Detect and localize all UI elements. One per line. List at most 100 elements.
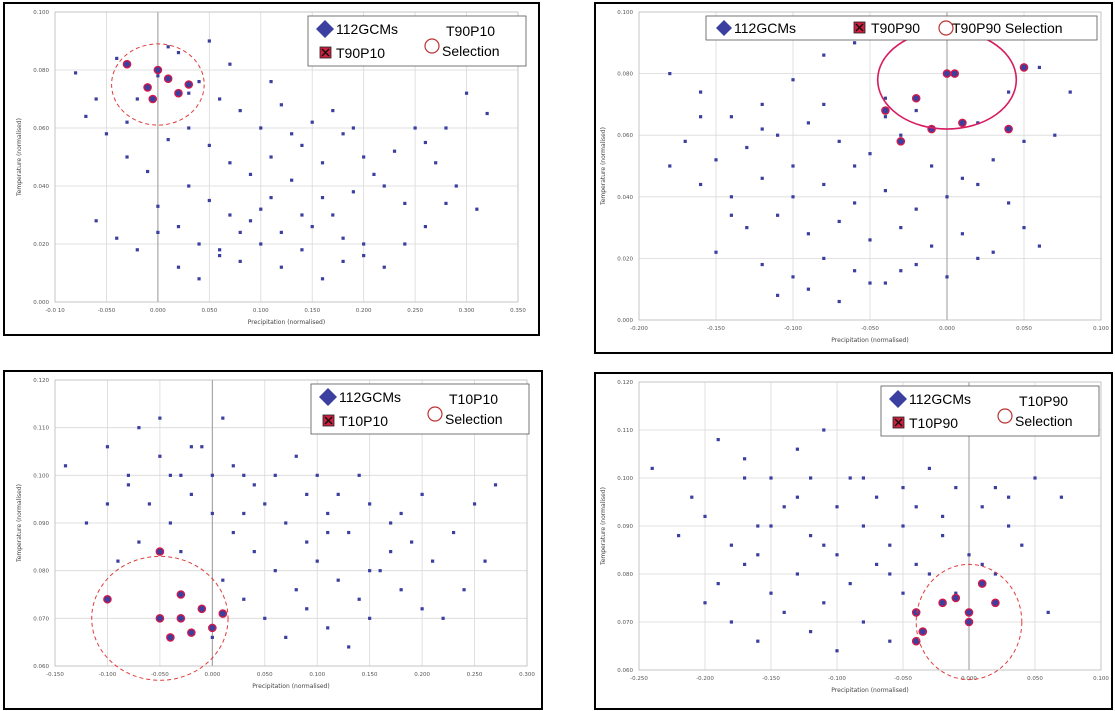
chart-t10p90-ytick-label: 0.120 — [617, 380, 633, 386]
chart-t90p10-ytick-label: 0.040 — [33, 184, 49, 190]
chart-t10p90-gcm-point — [835, 649, 839, 653]
chart-t10p10-gcm-point — [347, 530, 351, 535]
chart-t10p90-gcm-point — [888, 639, 892, 643]
chart-t10p10-gcm-point — [368, 502, 372, 506]
chart-t90p90-gcm-point — [991, 158, 995, 162]
chart-t90p90-gcm-point — [945, 275, 949, 279]
chart-svg-t90p10: -0.0 10 -0.050 0.000 0.050 0.100 0.150 0.200 0.… — [3, 2, 540, 336]
chart-t10p90-gcm-point — [782, 505, 786, 509]
chart-t90p90-legend-selected-label: T90P90 — [871, 20, 920, 36]
chart-t10p90-gcm-point — [941, 534, 945, 538]
chart-t90p10-gcm-point — [362, 155, 366, 159]
chart-t90p10-gcm-point — [135, 248, 139, 252]
chart-t10p10-gcm-point — [221, 578, 225, 582]
chart-t90p90-gcm-point — [699, 90, 703, 94]
chart-t90p10-gcm-point — [94, 97, 98, 101]
chart-t10p90-gcm-point — [809, 534, 813, 538]
chart-t90p90-xtick-label: -0.200 — [630, 326, 648, 332]
chart-t10p10-xtick-label: -0.150 — [46, 672, 64, 678]
chart-t90p10-gcm-point — [300, 143, 304, 147]
chart-t10p10-gcm-point — [210, 473, 214, 477]
chart-t90p90-selected-point — [1004, 124, 1013, 134]
chart-t90p90-legend: 112GCMs T90P90 T90P90 Selection — [705, 15, 1098, 41]
chart-t90p10-legend-circle-label-2: Selection — [442, 43, 500, 59]
chart-t90p10-gcm-point — [238, 109, 242, 113]
chart-t10p10-legend-circle-label: T10P10 — [449, 391, 498, 407]
chart-t10p10-gcm-point — [336, 578, 340, 582]
chart-t90p10-gcm-point — [197, 80, 201, 84]
chart-t10p90-gcm-point — [677, 534, 681, 538]
chart-t90p10-selected-point — [153, 65, 163, 75]
chart-t10p90-gcm-point — [809, 630, 813, 634]
chart-t10p90-gcm-point — [954, 486, 958, 490]
chart-t90p10-selected-point — [163, 74, 173, 83]
chart-t90p90-ytick-label: 0.040 — [617, 195, 633, 201]
chart-t10p10-gcm-point — [158, 416, 162, 420]
chart-t10p90-selected-marker — [911, 636, 921, 646]
chart-t90p10-gcm-point — [125, 155, 129, 159]
chart-t90p90-gcm-point — [868, 152, 872, 156]
chart-t90p90-gcm-point — [868, 238, 872, 242]
chart-t10p90-gcm-point — [861, 476, 865, 480]
chart-t10p10-gcm-point — [315, 473, 319, 477]
chart-t10p10-selected-marker — [155, 547, 165, 556]
chart-t10p90-xaxis-title: Precipitation (normalised) — [831, 687, 908, 694]
chart-t10p90-gcm-point — [743, 476, 747, 480]
chart-t90p90-selected-point — [1019, 63, 1029, 72]
chart-t90p10-selection-circle — [111, 43, 205, 126]
chart-t10p10-gcm-point — [63, 464, 68, 468]
chart-t10p90-ytick-label: 0.110 — [617, 428, 633, 434]
chart-t10p90-gcm-point — [835, 553, 839, 557]
chart-t90p10-gcm-point — [423, 140, 427, 145]
chart-t10p10-gcm-point — [231, 530, 235, 535]
chart-t90p10-gcm-point — [279, 265, 283, 269]
chart-t10p10-selected-marker — [218, 609, 228, 618]
chart-t10p10-legend-selected-x — [324, 416, 333, 425]
chart-t90p90-selected-marker — [896, 137, 906, 146]
chart-t10p90-selected-point — [964, 608, 974, 617]
chart-t10p90-gcm-point — [848, 476, 852, 480]
chart-t90p10-ytick-label: 0.000 — [33, 300, 49, 306]
chart-t90p90-gcm-point — [1007, 90, 1011, 94]
chart-t90p90-gcm-point — [776, 133, 780, 137]
chart-t90p90-gcm-point — [760, 127, 764, 131]
chart-t10p90-gcm-point — [743, 562, 747, 566]
chart-t90p10-legend-circle-marker — [424, 38, 440, 54]
chart-t90p90-gcm-point — [822, 182, 826, 187]
chart-t90p10-gcm-point — [166, 45, 170, 49]
chart-t90p10-gcm-point — [269, 80, 273, 84]
chart-t10p10-gcm-point — [493, 483, 498, 487]
chart-t10p90-gcm-point — [1020, 543, 1024, 547]
chart-t90p10-gcm-point — [146, 169, 150, 174]
chart-t90p10-legend-gcm-label: 112GCMs — [336, 21, 398, 37]
chart-t90p90-gcm-point — [960, 232, 964, 236]
chart-t10p10-xtick-label: 0.050 — [257, 672, 273, 678]
chart-t10p90-legend-selected-label: T10P90 — [909, 415, 958, 431]
chart-t90p10-gcm-point — [238, 259, 242, 263]
chart-t90p90-selected-point — [942, 69, 952, 78]
chart-t10p90-selected-marker — [964, 608, 974, 617]
chart-t90p10-gcm-point — [341, 236, 345, 240]
chart-t10p10-gcm-point — [126, 473, 131, 477]
chart-t90p90-gcm-point — [714, 158, 718, 162]
chart-t10p10-legend: 112GCMs T10P10 T10P10 Selection — [310, 383, 530, 435]
chart-t90p90-gcm-point — [960, 176, 964, 180]
chart-t10p10-gcm-point — [263, 502, 267, 506]
chart-t90p90-selected-marker — [881, 106, 890, 115]
chart-t10p10-gcm-point — [399, 511, 403, 516]
chart-t10p90-ytick-label: 0.070 — [617, 620, 633, 626]
chart-t10p90-gcm-point — [927, 572, 931, 576]
chart-t10p10-ytick-label: 0.100 — [33, 473, 49, 479]
chart-t10p10-legend-gcm-label: 112GCMs — [339, 389, 401, 405]
chart-t10p10-legend-box — [310, 383, 530, 435]
chart-t90p10-gcm-point — [382, 184, 386, 188]
chart-t10p10-legend-gcm-marker — [319, 388, 337, 406]
chart-t10p90-gcm-point — [809, 476, 813, 480]
chart-t10p10-gcm-point — [347, 645, 351, 649]
chart-t10p10-gcm-point — [305, 540, 309, 544]
chart-t10p90-gcm-point — [716, 438, 720, 442]
chart-t10p90-gcm-point — [769, 524, 773, 528]
chart-t10p90-gcm-point — [980, 562, 984, 566]
chart-t10p90-yaxis-title: Temperature (normalised) — [600, 487, 607, 566]
chart-t10p10-ytick-label: 0.060 — [33, 664, 49, 670]
